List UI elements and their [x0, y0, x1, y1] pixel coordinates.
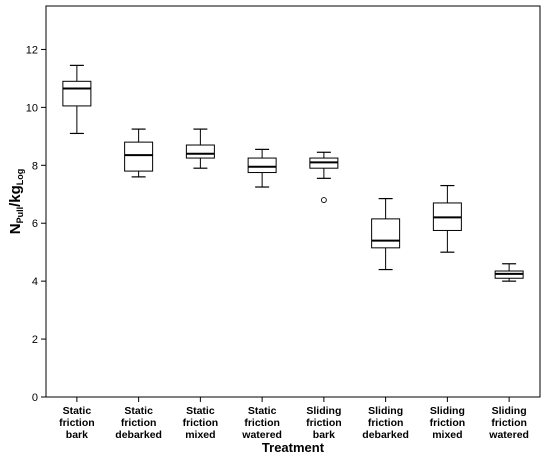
y-tick-label: 2 [32, 334, 38, 346]
iqr-box [247, 157, 277, 174]
x-tick-label-line: bark [313, 429, 335, 441]
x-tick-label-line: mixed [185, 429, 215, 441]
plot-frame [45, 5, 541, 398]
y-axis-title-part: N [7, 223, 24, 234]
x-tick-label: Sliding friction bark [306, 405, 342, 441]
x-tick-label-line: friction [306, 417, 342, 429]
x-tick-label-line: bark [66, 429, 88, 441]
x-tick-label: Sliding friction watered [488, 405, 529, 441]
x-tick-label-line: friction [183, 417, 219, 429]
x-tick-label-line: friction [59, 417, 95, 429]
boxes-layer [62, 64, 524, 282]
iqr-box [185, 144, 215, 159]
box-plot-5 [309, 151, 339, 204]
x-tick-label-line: debarked [362, 429, 409, 441]
y-tick-label: 8 [32, 160, 38, 172]
box-plot-7 [432, 184, 462, 253]
box-plot-6 [371, 198, 401, 271]
x-tick-label-line: friction [491, 417, 527, 429]
x-tick-label: Sliding friction mixed [430, 405, 466, 441]
x-tick-label-line: Sliding [430, 405, 465, 417]
x-tick-label-line: debarked [115, 429, 162, 441]
x-tick-label-line: friction [121, 417, 157, 429]
y-axis-title: NPull/kgLog [7, 169, 25, 235]
x-tick-label-line: friction [430, 417, 466, 429]
x-tick-label-line: Sliding [368, 405, 403, 417]
y-tick-label: 12 [26, 44, 38, 56]
iqr-box [371, 218, 401, 249]
y-axis-title-part: /kg [7, 185, 24, 207]
x-tick-label-line: friction [368, 417, 404, 429]
x-tick-label: Static friction watered [241, 405, 282, 441]
x-axis-title: Treatment [262, 440, 325, 455]
x-tick-label: Sliding friction debarked [362, 405, 409, 441]
x-tick-label-line: Sliding [492, 405, 527, 417]
box-plot-2 [124, 128, 154, 178]
x-tick-label-line: friction [244, 417, 280, 429]
y-axis: 0 2 4 6 8 10 12 [26, 5, 541, 404]
x-tick-label-line: Static [248, 405, 277, 417]
y-tick-label: 4 [32, 276, 38, 288]
x-tick-label-line: mixed [432, 429, 462, 441]
x-tick-label-line: watered [488, 429, 529, 441]
iqr-box [62, 80, 92, 107]
iqr-box [124, 141, 154, 172]
y-tick-label: 0 [32, 392, 38, 404]
box-plot-3 [185, 128, 215, 169]
box-plot-4 [247, 148, 277, 188]
x-tick-label: Static friction mixed [183, 405, 219, 441]
box-plot-8 [494, 263, 524, 282]
x-tick-label-line: watered [241, 429, 282, 441]
x-tick-label-line: Static [124, 405, 153, 417]
y-axis-title-subscript: Log [15, 169, 25, 186]
outlier-point [320, 197, 327, 204]
x-tick-label-line: Sliding [306, 405, 341, 417]
x-tick-label-line: Static [63, 405, 92, 417]
x-tick-label: Static friction debarked [115, 405, 162, 441]
box-plot-1 [62, 64, 92, 135]
y-axis-title-subscript: Pull [15, 207, 25, 224]
y-tick-label: 10 [26, 102, 38, 114]
x-tick-label: Static friction bark [59, 405, 95, 441]
y-tick-label: 6 [32, 218, 38, 230]
x-tick-label-line: Static [186, 405, 215, 417]
